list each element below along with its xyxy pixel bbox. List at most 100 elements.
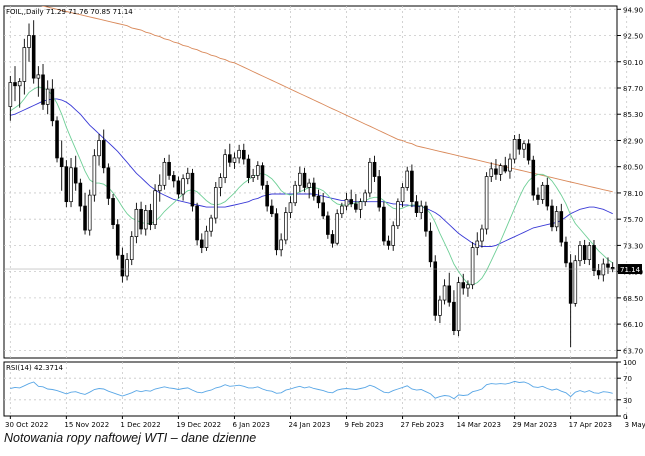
candle-body: [115, 224, 120, 256]
candle-body: [237, 149, 241, 159]
candle: [78, 178, 83, 212]
y-tick-label: 75.70: [623, 216, 643, 224]
candle-body: [522, 143, 526, 150]
candle: [241, 143, 246, 165]
candle: [157, 174, 162, 202]
candle-body: [111, 198, 115, 225]
candle: [554, 206, 559, 232]
candle: [330, 230, 335, 248]
candle-body: [363, 192, 367, 203]
y-tick-label: 87.70: [623, 85, 643, 93]
candle-body: [204, 230, 209, 248]
candle-body: [466, 284, 470, 289]
candle-body: [232, 157, 237, 163]
rsi-tick-label: 0: [623, 413, 627, 421]
candle: [578, 241, 582, 267]
candle: [17, 78, 22, 108]
candle-body: [461, 282, 466, 289]
candle-body: [564, 241, 568, 264]
candle: [237, 144, 241, 164]
candle-body: [573, 260, 578, 304]
candle-body: [391, 225, 396, 246]
candle-body: [148, 210, 153, 225]
candle: [419, 200, 424, 220]
candle-body: [176, 180, 181, 195]
candle: [143, 204, 148, 236]
rsi-tick-label: 70: [623, 375, 632, 383]
candle: [414, 195, 419, 217]
candle-body: [433, 261, 438, 316]
candle: [494, 159, 498, 180]
last-price-label: 71.14: [620, 266, 641, 274]
candle-body: [414, 201, 419, 213]
candle-body: [540, 184, 545, 200]
candle-body: [498, 165, 503, 175]
candle-body: [508, 158, 512, 172]
candle-body: [45, 88, 50, 105]
candle: [204, 225, 209, 251]
candle-body: [41, 74, 45, 105]
candle-body: [419, 205, 424, 213]
candle: [550, 199, 554, 232]
candle-body: [526, 143, 531, 161]
candle: [382, 201, 386, 246]
candle-body: [22, 47, 27, 82]
y-tick-label: 78.10: [623, 190, 643, 198]
candle: [256, 161, 260, 180]
candle: [162, 157, 167, 190]
candle: [129, 231, 134, 266]
candle: [115, 219, 120, 260]
candle-body: [410, 170, 414, 203]
candle: [540, 182, 545, 204]
candle: [298, 166, 302, 192]
candle-body: [92, 155, 97, 196]
candle-body: [31, 35, 36, 79]
candle: [22, 38, 27, 95]
candle-body: [190, 172, 195, 207]
candle-body: [382, 206, 386, 242]
candle-body: [330, 234, 335, 244]
candle-body: [8, 82, 13, 107]
candle-body: [260, 165, 265, 186]
candle-body: [27, 35, 31, 48]
candle: [461, 273, 466, 295]
y-tick-label: 73.30: [623, 242, 643, 250]
candle-body: [181, 178, 185, 195]
candle-body: [227, 154, 232, 163]
candle-body: [470, 247, 475, 286]
candle-body: [531, 159, 536, 196]
candle: [148, 203, 153, 231]
x-tick-label: 27 Feb 2023: [401, 421, 445, 429]
candle-body: [578, 245, 582, 262]
candle: [377, 169, 382, 212]
candle: [125, 253, 129, 281]
candle-body: [349, 199, 353, 205]
candle-body: [55, 120, 59, 159]
candle: [526, 139, 531, 165]
candle: [246, 154, 251, 184]
candle-body: [340, 205, 344, 215]
candle-body: [554, 211, 559, 228]
candle: [582, 239, 587, 264]
candle: [27, 23, 31, 62]
candle: [344, 192, 349, 211]
candle: [223, 149, 227, 184]
candle-body: [143, 210, 148, 230]
candle: [153, 184, 157, 230]
candle-body: [480, 228, 484, 242]
chart-caption: Notowania ropy naftowej WTI – dane dzien…: [4, 431, 257, 445]
candle: [55, 116, 59, 163]
x-tick-label: 19 Dec 2022: [176, 421, 221, 429]
candle-body: [596, 270, 601, 276]
candle-body: [288, 202, 293, 213]
candle-body: [592, 245, 596, 271]
candle-body: [344, 199, 349, 207]
candle: [13, 66, 17, 102]
candle-body: [162, 161, 167, 186]
candle: [288, 196, 293, 219]
candle-body: [550, 205, 554, 228]
rsi-tick-label: 30: [623, 397, 632, 405]
candle: [592, 239, 596, 277]
candle-body: [69, 167, 73, 203]
